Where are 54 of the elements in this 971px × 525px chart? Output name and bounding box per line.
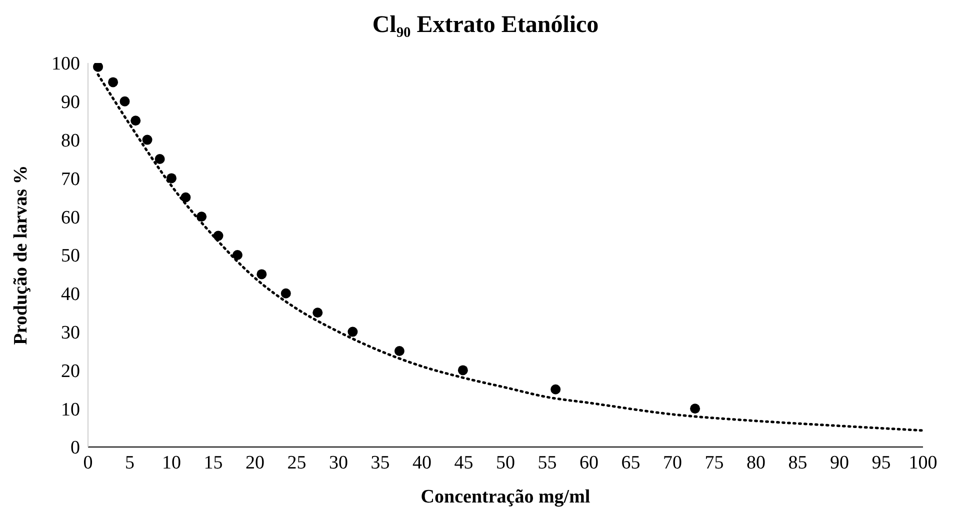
x-tick-label: 45 bbox=[454, 452, 474, 474]
point bbox=[166, 173, 176, 184]
x-tick-label: 15 bbox=[204, 452, 223, 474]
y-tick-label: 30 bbox=[61, 322, 80, 344]
point bbox=[154, 154, 165, 164]
x-tick-label: 35 bbox=[370, 452, 390, 474]
point bbox=[232, 250, 242, 260]
y-tick-label: 10 bbox=[61, 399, 80, 420]
x-tick-label: 10 bbox=[162, 452, 181, 474]
point bbox=[196, 212, 207, 222]
point bbox=[458, 365, 468, 376]
x-axis-title: Concentração mg/ml bbox=[420, 486, 590, 508]
x-tick-label: 0 bbox=[83, 452, 93, 474]
x-tick-label: 50 bbox=[496, 452, 515, 474]
x-tick-label: 5 bbox=[125, 452, 134, 474]
y-tick-label: 50 bbox=[61, 246, 80, 267]
point bbox=[130, 116, 141, 126]
x-tick-label: 95 bbox=[872, 452, 891, 474]
y-tick-label: 0 bbox=[70, 438, 80, 459]
x-tick-label: 70 bbox=[663, 452, 682, 474]
x-tick-label: 75 bbox=[704, 452, 724, 474]
x-tick-label: 30 bbox=[329, 452, 348, 474]
x-tick-label: 40 bbox=[412, 452, 432, 474]
y-tick-label: 90 bbox=[61, 92, 80, 114]
chart-title: Cl₉₀ Extrato Etanólico bbox=[371, 12, 600, 39]
x-tick-label: 100 bbox=[908, 452, 938, 474]
x-tick-label: 55 bbox=[538, 452, 557, 474]
point bbox=[348, 326, 358, 337]
x-tick-label: 65 bbox=[621, 452, 640, 474]
point bbox=[93, 63, 104, 72]
x-tick-label: 85 bbox=[788, 452, 808, 474]
y-tick-label: 40 bbox=[61, 284, 80, 306]
x-tick-label: 20 bbox=[246, 452, 264, 474]
x-tick-label: 80 bbox=[746, 452, 766, 474]
point bbox=[256, 269, 267, 280]
y-tick-label: 70 bbox=[61, 168, 80, 190]
y-axis-title: Produção de larvas % bbox=[10, 165, 32, 345]
point bbox=[690, 404, 700, 414]
point bbox=[394, 346, 404, 356]
point bbox=[213, 230, 224, 241]
y-tick-label: 100 bbox=[52, 54, 80, 75]
point bbox=[280, 288, 291, 298]
y-tick-label: 80 bbox=[61, 130, 80, 152]
point bbox=[108, 77, 118, 88]
x-tick-label: 60 bbox=[580, 452, 598, 474]
point bbox=[180, 192, 191, 202]
point bbox=[550, 384, 561, 394]
y-tick-label: 60 bbox=[61, 207, 80, 228]
x-tick-label: 25 bbox=[287, 452, 306, 474]
point bbox=[120, 96, 130, 106]
point bbox=[312, 308, 323, 318]
x-tick-label: 90 bbox=[830, 452, 849, 474]
point bbox=[142, 134, 152, 145]
y-tick-label: 20 bbox=[61, 360, 80, 382]
